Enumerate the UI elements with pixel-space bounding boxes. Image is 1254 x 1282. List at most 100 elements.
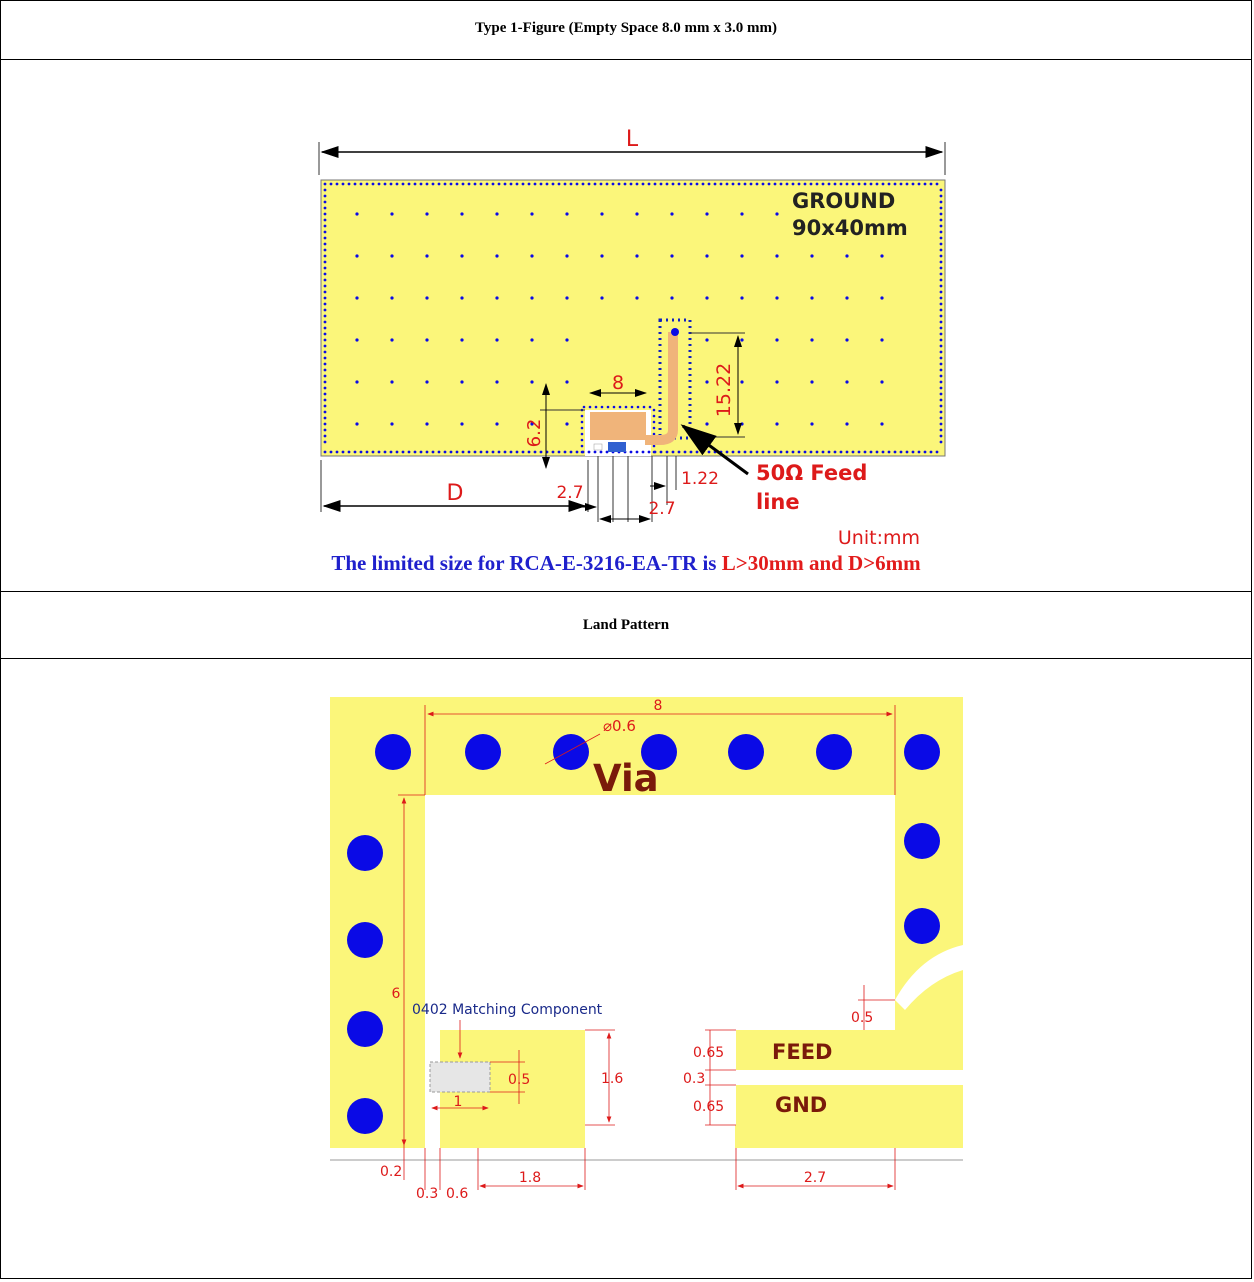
land-dim-1.8: 1.8: [519, 1170, 541, 1186]
via-dot: [390, 380, 394, 384]
via-dot: [677, 182, 681, 186]
via-dot: [881, 450, 885, 454]
via-dot: [939, 428, 943, 432]
via-dot: [939, 332, 943, 336]
land-dim-0.5-component: 0.5: [508, 1072, 530, 1088]
via-dot: [323, 254, 327, 258]
via-dot: [323, 308, 327, 312]
land-dim-1: 1: [454, 1094, 463, 1110]
dim-6.2-label: 6.2: [524, 419, 545, 448]
via-dot: [899, 182, 903, 186]
via-dot: [323, 380, 327, 384]
via-dot: [670, 254, 674, 258]
via-dot: [485, 450, 489, 454]
ground-label-line2: 90x40mm: [792, 216, 908, 240]
via-dot: [939, 272, 943, 276]
via-dot: [743, 182, 747, 186]
via-dot: [740, 254, 744, 258]
via-dot: [460, 338, 464, 342]
via-dot: [740, 296, 744, 300]
via-dot: [880, 422, 884, 426]
via-dot: [809, 450, 813, 454]
via-dot: [503, 182, 507, 186]
via-dot: [581, 182, 585, 186]
feed-via: [671, 328, 679, 336]
via-dot: [939, 242, 943, 246]
row-divider: [0, 59, 1252, 60]
via-dot: [425, 254, 429, 258]
via-dot: [845, 450, 849, 454]
via-dot: [395, 450, 399, 454]
via-dot: [600, 296, 604, 300]
via-dot: [939, 434, 943, 438]
via-dot: [939, 236, 943, 240]
via-dot: [939, 290, 943, 294]
via-dot: [939, 212, 943, 216]
via-dot: [533, 450, 537, 454]
via-dot: [652, 432, 656, 436]
via-dot: [775, 422, 779, 426]
via-dot: [833, 450, 837, 454]
via-dot: [389, 182, 393, 186]
via-dot: [869, 182, 873, 186]
via-dot: [425, 182, 429, 186]
via-dot: [551, 450, 555, 454]
via-dot: [569, 450, 573, 454]
via-dot: [731, 450, 735, 454]
via-dot: [641, 734, 677, 770]
via-dot: [939, 314, 943, 318]
via-dot: [530, 422, 534, 426]
via-dot: [671, 182, 675, 186]
via-dot: [580, 450, 584, 454]
via-dot: [515, 182, 519, 186]
via-dot: [875, 182, 879, 186]
via-dot: [575, 182, 579, 186]
via-dot: [353, 450, 357, 454]
unit-label: Unit:mm: [838, 527, 920, 549]
via-dot: [530, 338, 534, 342]
via-dot: [773, 450, 777, 454]
via-dot: [939, 284, 943, 288]
via-dot: [355, 338, 359, 342]
via-dot: [565, 380, 569, 384]
via-dot: [648, 405, 652, 409]
via-dot: [599, 450, 603, 454]
via-dot: [599, 182, 603, 186]
via-dot: [797, 450, 801, 454]
via-dot: [939, 266, 943, 270]
via-dot: [431, 182, 435, 186]
via-dot: [785, 182, 789, 186]
via-dot: [461, 450, 465, 454]
via-dot: [749, 450, 753, 454]
via-dot: [355, 212, 359, 216]
via-dot: [355, 296, 359, 300]
via-dot: [605, 182, 609, 186]
via-dot: [641, 450, 645, 454]
via-dot: [530, 296, 534, 300]
via-dot: [323, 260, 327, 264]
via-dot: [939, 368, 943, 372]
via-dot: [371, 450, 375, 454]
via-dot: [939, 410, 943, 414]
via-dot: [939, 416, 943, 420]
via-dot: [821, 450, 825, 454]
via-dot: [652, 426, 656, 430]
via-dot: [323, 428, 327, 432]
via-dot: [580, 420, 584, 424]
via-dot: [580, 414, 584, 418]
via-dot: [509, 450, 513, 454]
land-dim-6: 6: [392, 986, 401, 1002]
via-dot: [575, 450, 579, 454]
figure2-header: Land Pattern: [582, 617, 670, 633]
via-dot: [775, 380, 779, 384]
via-dot: [425, 450, 429, 454]
via-dot: [553, 734, 589, 770]
via-dot: [845, 338, 849, 342]
via-dot: [773, 182, 777, 186]
via-dot: [323, 182, 327, 186]
via-dot: [845, 380, 849, 384]
via-dot: [705, 338, 709, 342]
via-dot: [635, 254, 639, 258]
via-dot: [939, 200, 943, 204]
via-dot: [371, 182, 375, 186]
